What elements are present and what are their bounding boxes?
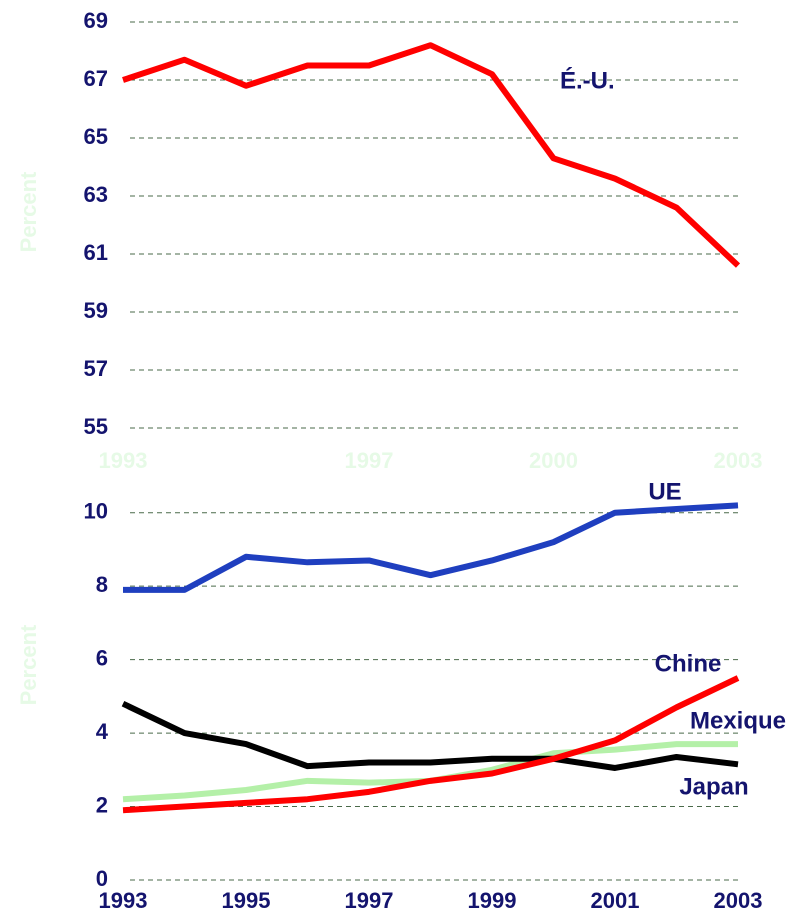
y-tick-label: 10 xyxy=(84,499,108,524)
x-tick-label: 1997 xyxy=(345,888,394,913)
x-tick-label: 1997 xyxy=(345,448,394,473)
y-tick-label: 69 xyxy=(84,8,108,33)
y-tick-label: 61 xyxy=(84,240,108,265)
x-tick-label: 2003 xyxy=(714,448,763,473)
series-label: Chine xyxy=(655,650,722,677)
y-axis-label: Percent xyxy=(16,171,41,252)
series-label: UE xyxy=(648,478,681,505)
y-tick-label: 59 xyxy=(84,298,108,323)
series-line xyxy=(122,42,741,268)
y-tick-label: 55 xyxy=(84,414,108,439)
series-line xyxy=(123,502,739,593)
y-tick-label: 57 xyxy=(84,356,108,381)
y-tick-label: 2 xyxy=(96,792,108,817)
x-tick-label: 1993 xyxy=(99,888,148,913)
x-tick-label: 2001 xyxy=(591,888,640,913)
series-line xyxy=(122,741,738,803)
y-axis-label: Percent xyxy=(16,624,41,705)
x-tick-label: 2003 xyxy=(714,888,763,913)
y-tick-label: 63 xyxy=(84,182,108,207)
y-tick-label: 65 xyxy=(84,124,108,149)
x-tick-label: 1993 xyxy=(99,448,148,473)
x-tick-label: 1999 xyxy=(468,888,517,913)
series-line xyxy=(121,701,739,771)
series-label: É.-U. xyxy=(560,66,615,94)
y-tick-label: 8 xyxy=(96,572,108,597)
y-tick-label: 6 xyxy=(96,645,108,670)
series-line xyxy=(122,675,740,814)
series-label: Mexique xyxy=(690,707,786,734)
series-label: Japan xyxy=(679,773,748,800)
x-tick-label: 2000 xyxy=(529,448,578,473)
x-tick-label: 1995 xyxy=(222,888,271,913)
y-tick-label: 67 xyxy=(84,66,108,91)
y-tick-label: 0 xyxy=(96,866,108,891)
y-tick-label: 4 xyxy=(96,719,109,744)
